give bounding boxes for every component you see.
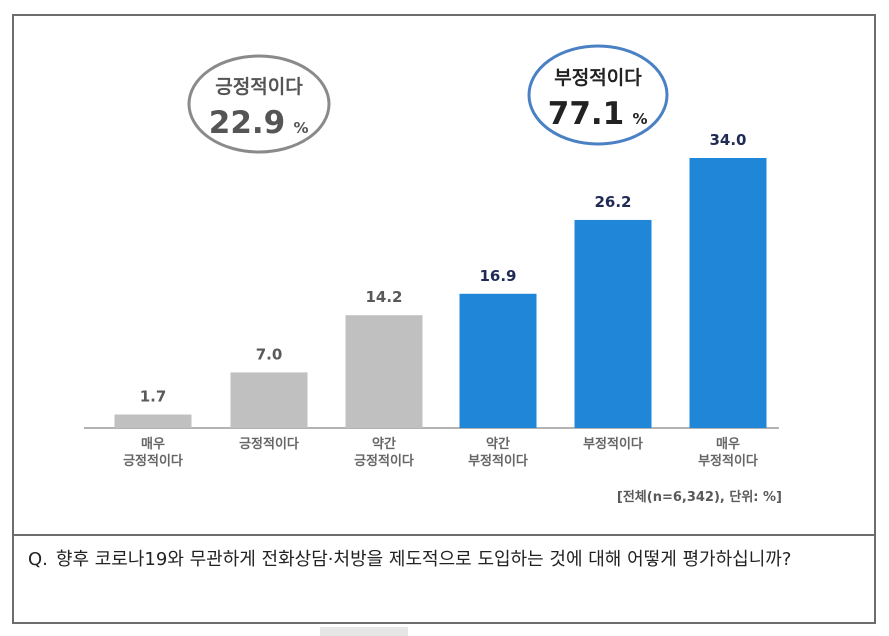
bar-chart: 1.7매우긍정적이다7.0긍정적이다14.2약간긍정적이다16.9약간부정적이다… <box>84 44 782 505</box>
category-label-4: 약간 <box>486 436 510 452</box>
value-label-1: 1.7 <box>140 388 167 406</box>
divider-line <box>14 534 874 536</box>
group-value-1: 22.9 <box>209 105 286 141</box>
unit-note: [전체(n=6,342), 단위: %] <box>617 489 782 505</box>
group-unit-2: % <box>632 110 647 128</box>
category-label-3: 긍정적이다 <box>354 453 414 469</box>
bar-4 <box>459 293 537 428</box>
bar-6 <box>689 158 767 428</box>
group-unit-1: % <box>293 119 308 137</box>
value-label-4: 16.9 <box>479 267 516 285</box>
category-label-5: 부정적이다 <box>583 436 643 452</box>
category-label-3: 약간 <box>372 436 396 452</box>
category-label-1: 긍정적이다 <box>123 453 183 469</box>
survey-question: Q. 향후 코로나19와 무관하게 전화상담·처방을 제도적으로 도입하는 것에… <box>28 544 864 575</box>
value-label-6: 34.0 <box>709 131 746 149</box>
bar-1 <box>114 414 192 428</box>
group-label-1: 긍정적이다 <box>215 76 303 98</box>
caption-fragment <box>320 627 408 636</box>
group-ellipse-2 <box>527 44 669 146</box>
group-label-2: 부정적이다 <box>554 67 642 89</box>
category-label-6: 부정적이다 <box>698 453 758 469</box>
value-label-5: 26.2 <box>594 193 631 211</box>
group-value-2: 77.1 <box>548 96 625 132</box>
value-label-2: 7.0 <box>256 345 283 363</box>
figure-frame: 1.7 매우 긍정적이다 7.0 긍정적이다 14.2 약간 긍정적이다 16.9 약간 부정적이다… <box>12 14 876 624</box>
bar-2 <box>230 372 308 428</box>
category-label-2: 긍정적이다 <box>239 436 299 452</box>
bar-5 <box>574 219 652 428</box>
category-label-4: 부정적이다 <box>468 453 528 469</box>
bar-3 <box>345 315 423 428</box>
value-label-3: 14.2 <box>365 288 402 306</box>
question-text: 향후 코로나19와 무관하게 전화상담·처방을 제도적으로 도입하는 것에 대해… <box>55 549 792 570</box>
category-label-1: 매우 <box>141 437 165 452</box>
category-label-6: 매우 <box>716 437 740 452</box>
group-ellipse-1 <box>187 54 331 154</box>
question-marker: Q. <box>28 549 48 570</box>
